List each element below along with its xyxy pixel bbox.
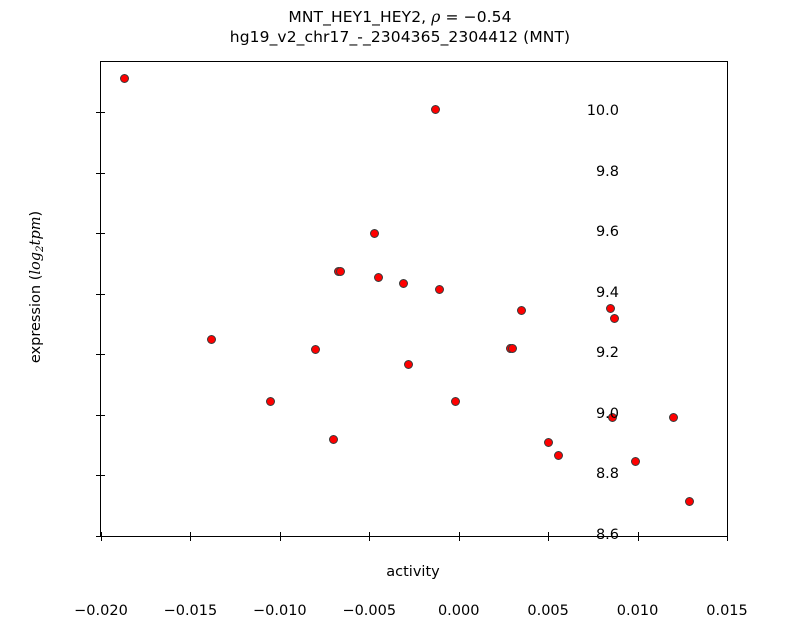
y-axis-tick-label: 9.2 xyxy=(595,345,619,362)
x-axis-tick xyxy=(369,536,371,541)
scatter-point xyxy=(373,272,383,282)
y-axis-tick-label: 9.8 xyxy=(595,163,619,180)
scatter-point xyxy=(507,343,517,353)
y-axis-tick-label: 9.4 xyxy=(595,284,619,301)
scatter-point xyxy=(609,313,619,323)
scatter-point xyxy=(543,437,553,447)
scatter-point xyxy=(430,104,440,114)
scatter-point xyxy=(434,284,444,294)
y-axis-tick-inner xyxy=(101,536,105,537)
y-axis-tick-label: 9.6 xyxy=(595,224,619,241)
scatter-point xyxy=(370,228,380,238)
x-axis-tick xyxy=(727,536,728,541)
x-axis-tick-label: 0.015 xyxy=(706,603,748,619)
scatter-point xyxy=(266,396,276,406)
y-axis-tick xyxy=(96,414,101,416)
x-axis-tick xyxy=(190,536,192,541)
x-axis-tick-inner xyxy=(279,532,281,536)
scatter-point xyxy=(329,434,338,444)
x-axis-tick-inner xyxy=(458,532,460,536)
y-axis-tick-inner xyxy=(101,293,105,295)
y-axis-tick-inner xyxy=(101,112,105,114)
scatter-point xyxy=(608,413,618,423)
y-axis-tick-inner xyxy=(101,354,105,356)
y-axis-tick-inner xyxy=(101,172,105,174)
scatter-point xyxy=(398,278,408,288)
x-axis-tick xyxy=(458,536,460,541)
rho-symbol: ρ xyxy=(431,8,441,26)
y-axis-tick-label: 8.6 xyxy=(595,527,619,543)
y-axis-tick-inner xyxy=(101,233,105,235)
x-axis-tick xyxy=(101,536,102,541)
y-axis-tick xyxy=(96,112,101,114)
y-axis-label: expression (log2tpm) xyxy=(28,157,46,417)
rho-value: = −0.54 xyxy=(440,8,512,26)
scatter-point xyxy=(404,360,414,370)
x-axis-tick-inner xyxy=(190,532,192,536)
chart-title-line-2: hg19_v2_chr17_-_2304365_2304412 (MNT) xyxy=(229,27,571,46)
y-axis-tick xyxy=(96,172,101,174)
y-axis-tick xyxy=(96,536,101,537)
x-axis-label: activity xyxy=(386,564,440,580)
scatter-point xyxy=(336,266,346,276)
x-axis-tick xyxy=(279,536,281,541)
y-axis-label-suffix: ) xyxy=(28,210,45,217)
scatter-point xyxy=(311,345,321,355)
scatter-point xyxy=(554,451,564,461)
y-axis-tick xyxy=(96,354,101,356)
scatter-point xyxy=(684,496,694,506)
scatter-point xyxy=(119,74,129,84)
y-axis-tick xyxy=(96,475,101,477)
y-axis-tick-label: 10.0 xyxy=(586,103,619,120)
scatter-point xyxy=(631,457,641,467)
scatter-point xyxy=(668,413,678,423)
y-axis-label-tpm: tpm xyxy=(28,216,45,246)
scatter-point xyxy=(207,334,217,344)
y-axis-tick-label: 8.8 xyxy=(595,466,619,483)
y-axis-tick xyxy=(96,233,101,235)
chart-title: MNT_HEY1_HEY2, ρ = −0.54 hg19_v2_chr17_-… xyxy=(0,8,800,48)
scatter-point xyxy=(606,304,616,314)
y-axis-label-log: log xyxy=(28,251,45,275)
y-axis-tick-inner xyxy=(101,475,105,477)
x-axis-tick-inner xyxy=(369,532,371,536)
figure-canvas: MNT_HEY1_HEY2, ρ = −0.54 hg19_v2_chr17_-… xyxy=(0,8,800,619)
scatter-point xyxy=(516,305,526,315)
y-axis-tick-inner xyxy=(101,414,105,416)
y-axis-label-prefix: expression ( xyxy=(28,274,45,364)
x-axis-tick xyxy=(637,536,639,541)
scatter-point xyxy=(450,396,460,406)
x-axis-tick-inner xyxy=(101,532,102,536)
x-axis-tick-inner xyxy=(637,532,639,536)
x-axis-tick xyxy=(548,536,550,541)
scatter-plot-surface xyxy=(101,62,727,536)
x-axis-tick-inner xyxy=(548,532,550,536)
y-axis-tick-label: 9.0 xyxy=(595,405,619,422)
y-axis-label-log-subscript: 2 xyxy=(33,245,46,252)
chart-title-line-1: MNT_HEY1_HEY2, ρ = −0.54 xyxy=(0,8,800,28)
plot-axes: 8.6 8.8 9.0 9.2 9.4 9.6 9.8 10.0 −0.020 −0.015 −0.… xyxy=(74,61,748,619)
y-axis-tick xyxy=(96,293,101,295)
x-axis-tick-inner xyxy=(727,532,728,536)
chart-title-gene: MNT_HEY1_HEY2, xyxy=(288,8,432,26)
